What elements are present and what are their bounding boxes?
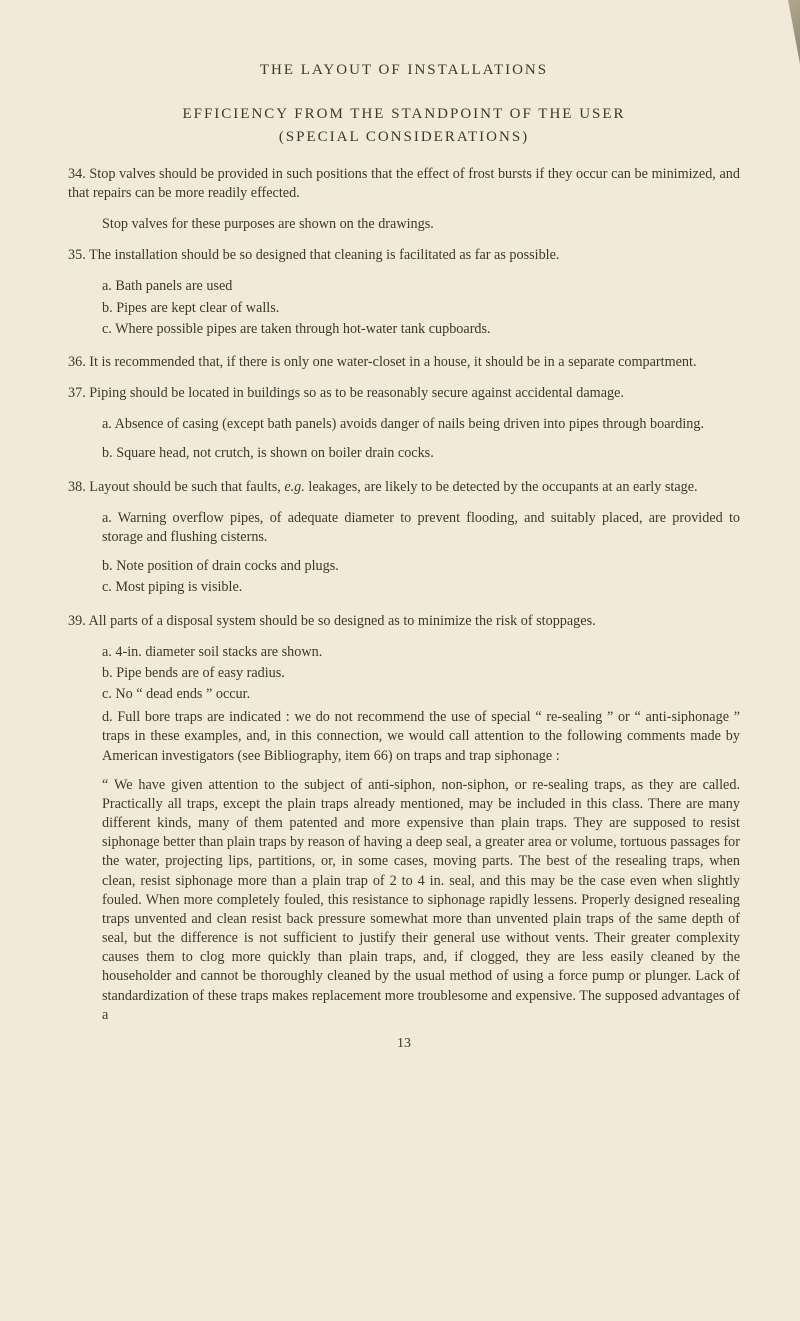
paragraph-34-sub: Stop valves for these purposes are shown… bbox=[102, 215, 740, 234]
paragraph-38-tail: leakages, are likely to be detected by t… bbox=[305, 479, 698, 495]
paragraph-38: 38. Layout should be such that faults, e… bbox=[68, 478, 740, 497]
paragraph-39-b: b. Pipe bends are of easy radius. bbox=[102, 664, 740, 683]
running-title: THE LAYOUT OF INSTALLATIONS bbox=[68, 60, 740, 80]
page-number: 13 bbox=[68, 1035, 740, 1054]
page-corner-shadow bbox=[788, 0, 800, 64]
paragraph-39-a: a. 4-in. diameter soil stacks are shown. bbox=[102, 643, 740, 662]
paragraph-37-b: b. Square head, not crutch, is shown on … bbox=[102, 444, 740, 463]
paragraph-38-lead: 38. Layout should be such that faults, bbox=[68, 479, 284, 495]
paragraph-36: 36. It is recommended that, if there is … bbox=[68, 353, 740, 372]
section-title: EFFICIENCY FROM THE STANDPOINT OF THE US… bbox=[68, 104, 740, 124]
paragraph-39-c: c. No “ dead ends ” occur. bbox=[102, 685, 740, 704]
paragraph-37-a: a. Absence of casing (except bath panels… bbox=[102, 415, 740, 434]
paragraph-37: 37. Piping should be located in building… bbox=[68, 384, 740, 403]
paragraph-38-b: b. Note position of drain cocks and plug… bbox=[102, 557, 740, 576]
paragraph-39-quote: “ We have given attention to the subject… bbox=[102, 776, 740, 1025]
paragraph-38-eg: e.g. bbox=[284, 479, 305, 495]
paragraph-35-c: c. Where possible pipes are taken throug… bbox=[102, 320, 740, 339]
section-subtitle: (SPECIAL CONSIDERATIONS) bbox=[68, 127, 740, 147]
paragraph-35: 35. The installation should be so design… bbox=[68, 246, 740, 265]
paragraph-34: 34. Stop valves should be provided in su… bbox=[68, 165, 740, 203]
paragraph-38-c: c. Most piping is visible. bbox=[102, 578, 740, 597]
paragraph-35-a: a. Bath panels are used bbox=[102, 277, 740, 296]
paragraph-39-d: d. Full bore traps are indicated : we do… bbox=[102, 708, 740, 766]
paragraph-39: 39. All parts of a disposal system shoul… bbox=[68, 612, 740, 631]
paragraph-38-a: a. Warning overflow pipes, of adequate d… bbox=[102, 509, 740, 547]
paragraph-35-b: b. Pipes are kept clear of walls. bbox=[102, 299, 740, 318]
